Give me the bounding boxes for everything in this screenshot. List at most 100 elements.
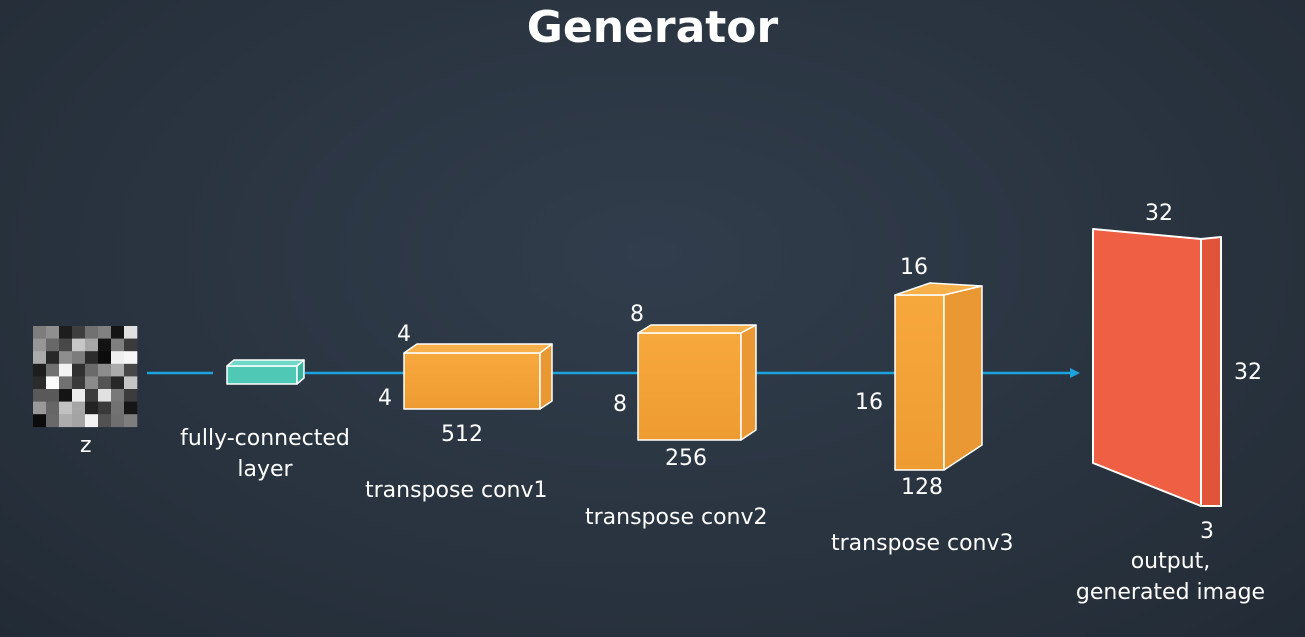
noise-cell [85,351,99,365]
noise-cell [72,376,86,390]
output-width-label: 32 [1145,201,1173,226]
noise-cell [33,363,47,377]
noise-cell [85,376,99,390]
noise-cell [33,414,47,428]
noise-cell [111,351,125,365]
fc-label-line2: layer [237,457,293,482]
conv2-front [637,332,742,441]
noise-cell [59,338,73,352]
fc-layer-side [296,359,305,385]
fc-layer-block [226,359,305,385]
noise-cell [46,401,60,415]
noise-cell [72,363,86,377]
noise-cell [72,326,86,339]
noise-cell [124,363,138,377]
conv1-top [403,343,553,354]
conv3-front [894,294,945,471]
noise-cell [85,414,99,428]
noise-cell [46,376,60,390]
noise-cell [46,351,60,365]
noise-cell [46,389,60,402]
noise-cell [46,414,60,428]
conv2-width-label: 8 [613,392,627,417]
noise-cell [59,363,73,377]
noise-cell [111,338,125,352]
noise-cell [111,389,125,402]
noise-image-z-icon [33,326,138,428]
noise-cell [85,363,99,377]
output-block [1092,228,1222,507]
conv3-depth-label: 128 [901,475,943,500]
noise-cell [33,351,47,365]
noise-cell [72,351,86,365]
noise-cell [46,326,60,339]
noise-cell [59,414,73,428]
noise-cell [111,363,125,377]
conv1-side [539,343,553,410]
conv2-side [740,324,757,441]
noise-cell [33,338,47,352]
noise-cell [59,376,73,390]
conv3-side [943,285,983,471]
diagram-title: Generator [526,2,779,53]
noise-cell [124,389,138,402]
fc-layer-top [226,359,305,367]
input-z-label: z [80,433,92,458]
noise-cell [46,338,60,352]
noise-cell [72,338,86,352]
noise-cell [98,414,112,428]
conv2-depth-label: 256 [665,446,707,471]
noise-cell [33,401,47,415]
noise-cell [72,389,86,402]
output-depth-label: 3 [1200,519,1214,544]
conv2-name-label: transpose conv2 [585,505,768,530]
conv1-name-label: transpose conv1 [365,478,548,503]
noise-cell [33,376,47,390]
conv2-top [637,324,757,334]
noise-cell [85,389,99,402]
noise-cell [124,401,138,415]
conv3-name-label: transpose conv3 [831,531,1014,556]
noise-cell [98,376,112,390]
noise-cell [98,389,112,402]
conv2-height-label: 8 [630,302,644,327]
noise-cell [98,338,112,352]
noise-cell [59,351,73,365]
noise-cell [85,338,99,352]
output-side [1200,236,1222,507]
conv1-front [403,352,541,410]
noise-cell [72,401,86,415]
noise-cell [85,326,99,339]
output-label-line2: generated image [1075,580,1266,605]
noise-cell [59,389,73,402]
noise-cell [111,401,125,415]
noise-cell [111,376,125,390]
noise-cell [98,363,112,377]
conv3-width-label: 16 [855,390,883,415]
noise-cell [124,338,138,352]
conv3-block [894,282,983,471]
noise-cell [46,363,60,377]
noise-cell [111,326,125,339]
noise-cell [124,351,138,365]
fc-label-line1: fully-connected [180,426,350,451]
output-front [1092,228,1202,507]
noise-cell [72,414,86,428]
noise-cell [98,401,112,415]
conv1-height-label: 4 [397,322,411,347]
conv1-depth-label: 512 [441,422,483,447]
noise-cell [59,326,73,339]
noise-cell [98,326,112,339]
noise-cell [33,389,47,402]
noise-cell [111,414,125,428]
noise-cell [124,376,138,390]
noise-cell [124,326,138,339]
output-height-label: 32 [1234,360,1262,385]
noise-cell [33,326,47,339]
noise-cell [85,401,99,415]
fc-layer-front [226,365,298,385]
noise-cell [59,401,73,415]
conv3-height-label: 16 [900,255,928,280]
